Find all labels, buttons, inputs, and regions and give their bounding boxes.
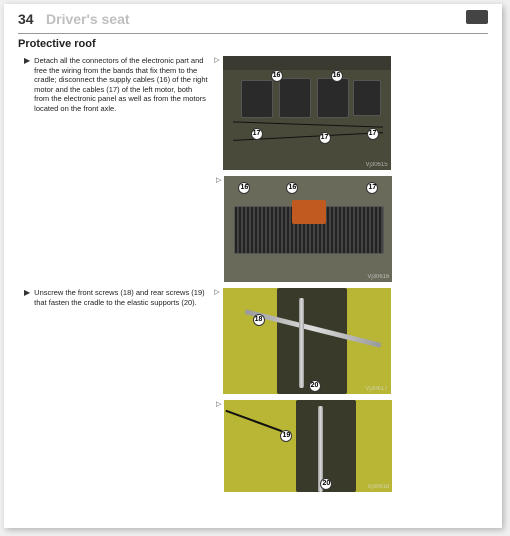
chapter-title: Driver's seat [46,11,130,27]
page-header: 34 Driver's seat [4,4,502,31]
bullet-icon: ▶ [24,56,30,66]
figure-4: 19 20 Vj30618 [224,400,392,492]
figure-arrow-icon: ▷ [216,400,221,408]
callout-label: 18 [253,314,265,326]
step-row: ▶ Detach all the connectors of the elect… [36,56,488,170]
callout-label: 17 [366,182,378,194]
figure-id: Vj30617 [366,386,388,392]
figure-arrow-icon: ▷ [214,288,219,296]
brand-logo-icon [466,10,488,24]
figure-id: Vj30616 [367,274,389,280]
section-title: Protective roof [4,34,502,56]
callout-label: 16 [286,182,298,194]
step-row: ▶ Unscrew the front screws (18) and rear… [36,288,488,394]
callout-label: 17 [251,128,263,140]
step-text: Detach all the connectors of the electro… [34,56,214,113]
callout-label: 16 [331,70,343,82]
manual-page: 34 Driver's seat Protective roof ▶ Detac… [4,4,502,528]
figure-id: Vj30618 [367,484,389,490]
figure-row: ▷ 19 20 Vj30618 [36,400,488,492]
figure-1: 16 16 17 17 17 Vj30615 [223,56,391,170]
figure-id: Vj30615 [366,162,388,168]
figure-3: 18 20 Vj30617 [223,288,391,394]
step-text: Unscrew the front screws (18) and rear s… [34,288,214,307]
figure-arrow-icon: ▷ [216,176,221,184]
figure-2: 16 16 17 Vj30616 [224,176,392,282]
callout-label: 17 [319,132,331,144]
bullet-icon: ▶ [24,288,30,298]
callout-label: 20 [309,380,321,392]
callout-label: 16 [271,70,283,82]
callout-label: 17 [367,128,379,140]
page-number: 34 [18,11,34,27]
figure-arrow-icon: ▷ [214,56,219,64]
content-area: ▶ Detach all the connectors of the elect… [4,56,502,492]
callout-label: 16 [238,182,250,194]
figure-row: ▷ 16 16 17 Vj30616 [36,176,488,282]
